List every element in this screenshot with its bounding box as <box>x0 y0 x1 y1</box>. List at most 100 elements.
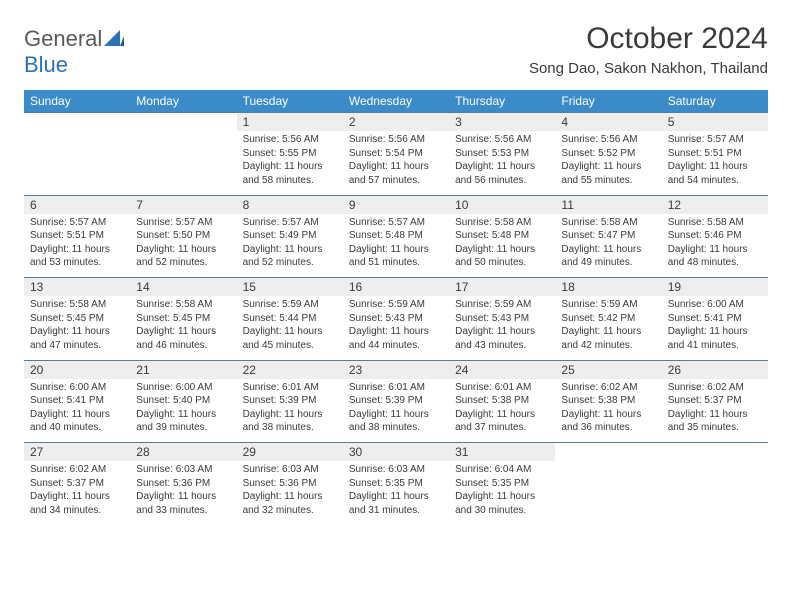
daynum-empty <box>662 443 768 462</box>
daynum-cell: 3 <box>449 113 555 132</box>
sunset-line: Sunset: 5:35 PM <box>455 477 549 491</box>
daycell: Sunrise: 6:00 AMSunset: 5:40 PMDaylight:… <box>130 379 236 443</box>
daylight-line: Daylight: 11 hours and 52 minutes. <box>136 243 230 270</box>
sunrise-line: Sunrise: 5:59 AM <box>455 298 549 312</box>
daylight-line: Daylight: 11 hours and 48 minutes. <box>668 243 762 270</box>
daynum-cell: 19 <box>662 278 768 297</box>
daylight-line: Daylight: 11 hours and 45 minutes. <box>243 325 337 352</box>
daynum-cell: 15 <box>237 278 343 297</box>
daynum-row: 20212223242526 <box>24 360 768 379</box>
daylight-line: Daylight: 11 hours and 37 minutes. <box>455 408 549 435</box>
sunrise-line: Sunrise: 5:58 AM <box>455 216 549 230</box>
daycell: Sunrise: 6:03 AMSunset: 5:36 PMDaylight:… <box>237 461 343 525</box>
daylight-line: Daylight: 11 hours and 51 minutes. <box>349 243 443 270</box>
sunset-line: Sunset: 5:49 PM <box>243 229 337 243</box>
daylight-line: Daylight: 11 hours and 44 minutes. <box>349 325 443 352</box>
sunrise-line: Sunrise: 5:58 AM <box>30 298 124 312</box>
daylight-line: Daylight: 11 hours and 46 minutes. <box>136 325 230 352</box>
calendar-table: SundayMondayTuesdayWednesdayThursdayFrid… <box>24 90 768 525</box>
logo-text: General Blue <box>24 26 124 78</box>
sunset-line: Sunset: 5:40 PM <box>136 394 230 408</box>
daylight-line: Daylight: 11 hours and 40 minutes. <box>30 408 124 435</box>
sunset-line: Sunset: 5:36 PM <box>243 477 337 491</box>
daycell: Sunrise: 5:56 AMSunset: 5:52 PMDaylight:… <box>555 131 661 195</box>
daylight-line: Daylight: 11 hours and 49 minutes. <box>561 243 655 270</box>
sunrise-line: Sunrise: 6:02 AM <box>30 463 124 477</box>
daycell: Sunrise: 6:01 AMSunset: 5:39 PMDaylight:… <box>237 379 343 443</box>
daylight-line: Daylight: 11 hours and 58 minutes. <box>243 160 337 187</box>
daycell: Sunrise: 5:58 AMSunset: 5:45 PMDaylight:… <box>130 296 236 360</box>
sunset-line: Sunset: 5:39 PM <box>349 394 443 408</box>
sunrise-line: Sunrise: 5:59 AM <box>349 298 443 312</box>
daycell: Sunrise: 6:02 AMSunset: 5:38 PMDaylight:… <box>555 379 661 443</box>
daycell: Sunrise: 6:04 AMSunset: 5:35 PMDaylight:… <box>449 461 555 525</box>
daylight-line: Daylight: 11 hours and 56 minutes. <box>455 160 549 187</box>
daycell: Sunrise: 6:00 AMSunset: 5:41 PMDaylight:… <box>24 379 130 443</box>
sunset-line: Sunset: 5:38 PM <box>455 394 549 408</box>
sunrise-line: Sunrise: 6:01 AM <box>349 381 443 395</box>
daycell: Sunrise: 6:03 AMSunset: 5:36 PMDaylight:… <box>130 461 236 525</box>
daycell: Sunrise: 5:59 AMSunset: 5:44 PMDaylight:… <box>237 296 343 360</box>
sunset-line: Sunset: 5:39 PM <box>243 394 337 408</box>
sunset-line: Sunset: 5:45 PM <box>30 312 124 326</box>
sunset-line: Sunset: 5:52 PM <box>561 147 655 161</box>
daynum-cell: 25 <box>555 360 661 379</box>
daycell: Sunrise: 5:57 AMSunset: 5:50 PMDaylight:… <box>130 214 236 278</box>
daynum-cell: 27 <box>24 443 130 462</box>
daynum-cell: 29 <box>237 443 343 462</box>
daylight-line: Daylight: 11 hours and 54 minutes. <box>668 160 762 187</box>
daycell: Sunrise: 5:56 AMSunset: 5:54 PMDaylight:… <box>343 131 449 195</box>
data-row: Sunrise: 5:58 AMSunset: 5:45 PM Daylight:… <box>24 296 768 360</box>
daynum-cell: 6 <box>24 195 130 214</box>
daylight-line: Daylight: 11 hours and 43 minutes. <box>455 325 549 352</box>
daylight-line: Daylight: 11 hours and 30 minutes. <box>455 490 549 517</box>
weekday-header: Tuesday <box>237 90 343 113</box>
sunset-line: Sunset: 5:54 PM <box>349 147 443 161</box>
sunset-line: Sunset: 5:36 PM <box>136 477 230 491</box>
sunrise-line: Sunrise: 5:58 AM <box>561 216 655 230</box>
sunrise-line: Sunrise: 6:03 AM <box>136 463 230 477</box>
daynum-cell: 7 <box>130 195 236 214</box>
daycell-empty <box>130 131 236 195</box>
daycell: Sunrise: 5:59 AMSunset: 5:43 PMDaylight:… <box>343 296 449 360</box>
sunset-line: Sunset: 5:48 PM <box>349 229 443 243</box>
daynum-cell: 28 <box>130 443 236 462</box>
daynum-cell: 26 <box>662 360 768 379</box>
sunrise-line: Sunrise: 5:58 AM <box>668 216 762 230</box>
daycell: Sunrise: 5:58 AMSunset: 5:46 PMDaylight:… <box>662 214 768 278</box>
daynum-row: 2728293031 <box>24 443 768 462</box>
daylight-line: Daylight: 11 hours and 35 minutes. <box>668 408 762 435</box>
daynum-cell: 23 <box>343 360 449 379</box>
daycell: Sunrise: 5:58 AMSunset: 5:48 PMDaylight:… <box>449 214 555 278</box>
daynum-cell: 14 <box>130 278 236 297</box>
daycell: Sunrise: 5:56 AMSunset: 5:53 PMDaylight:… <box>449 131 555 195</box>
daycell: Sunrise: 6:01 AMSunset: 5:38 PMDaylight:… <box>449 379 555 443</box>
logo-text-general: General <box>24 26 102 51</box>
daycell: Sunrise: 5:57 AMSunset: 5:51 PMDaylight:… <box>24 214 130 278</box>
weekday-header: Wednesday <box>343 90 449 113</box>
daynum-cell: 16 <box>343 278 449 297</box>
sunrise-line: Sunrise: 6:01 AM <box>243 381 337 395</box>
sunset-line: Sunset: 5:44 PM <box>243 312 337 326</box>
daylight-line: Daylight: 11 hours and 42 minutes. <box>561 325 655 352</box>
title-block: October 2024 Song Dao, Sakon Nakhon, Tha… <box>529 22 768 77</box>
daylight-line: Daylight: 11 hours and 33 minutes. <box>136 490 230 517</box>
sunset-line: Sunset: 5:41 PM <box>668 312 762 326</box>
daycell: Sunrise: 6:03 AMSunset: 5:35 PMDaylight:… <box>343 461 449 525</box>
weekday-header: Thursday <box>449 90 555 113</box>
sunrise-line: Sunrise: 5:57 AM <box>136 216 230 230</box>
daynum-cell: 1 <box>237 113 343 132</box>
daycell: Sunrise: 5:59 AMSunset: 5:42 PMDaylight:… <box>555 296 661 360</box>
sunset-line: Sunset: 5:51 PM <box>668 147 762 161</box>
sunrise-line: Sunrise: 6:04 AM <box>455 463 549 477</box>
logo: General Blue <box>24 26 124 78</box>
daylight-line: Daylight: 11 hours and 36 minutes. <box>561 408 655 435</box>
daycell: Sunrise: 5:56 AMSunset: 5:55 PMDaylight:… <box>237 131 343 195</box>
daycell: Sunrise: 5:57 AMSunset: 5:49 PMDaylight:… <box>237 214 343 278</box>
daycell: Sunrise: 5:58 AMSunset: 5:47 PMDaylight:… <box>555 214 661 278</box>
weekday-header: Sunday <box>24 90 130 113</box>
sunset-line: Sunset: 5:37 PM <box>30 477 124 491</box>
daynum-cell: 8 <box>237 195 343 214</box>
daycell: Sunrise: 6:00 AMSunset: 5:41 PMDaylight:… <box>662 296 768 360</box>
sunset-line: Sunset: 5:55 PM <box>243 147 337 161</box>
